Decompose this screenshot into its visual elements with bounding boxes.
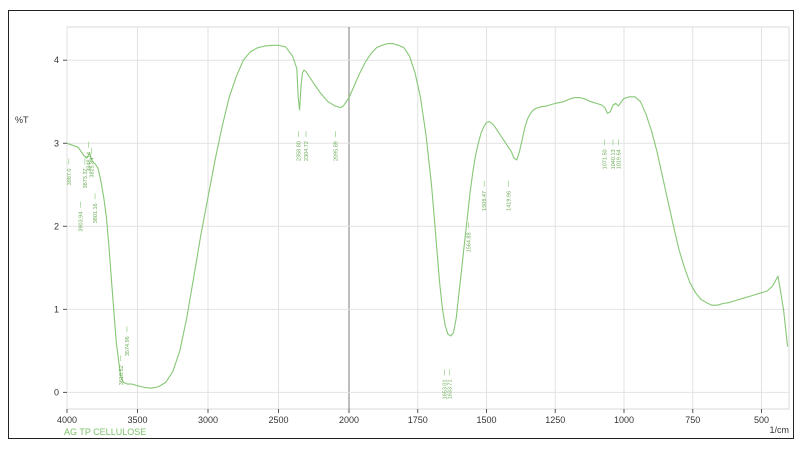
x-tick-label: 4000: [57, 415, 77, 425]
peak-label: 1040.13: [611, 149, 617, 169]
x-axis-unit: 1/cm: [769, 425, 789, 435]
y-tick-label: 0: [54, 387, 59, 397]
y-tick-label: 1: [54, 304, 59, 314]
tick-labels: 4000 3500 3000 2500 2000 1750 1500 1250 1000 750 5…: [54, 55, 769, 425]
spectrum-line: [66, 43, 789, 389]
peak-label: 2358.80: [296, 141, 302, 161]
series: [66, 43, 789, 389]
axes: %T 1/cm AG TP CELLULOSE: [15, 115, 789, 437]
peak-label: 1653.01: [442, 379, 448, 399]
y-axis-label: %T: [15, 115, 29, 125]
peak-label: 3825.84: [90, 158, 96, 178]
peak-label: 3987.0: [67, 169, 73, 186]
x-tick-label: 1250: [545, 415, 565, 425]
peak-label: 1564.88: [467, 232, 473, 252]
peak-label: 3801.16: [93, 203, 99, 223]
peak-label: 1633.71: [448, 379, 454, 399]
ftir-spectrum-chart: %T 1/cm AG TP CELLULOSE 4000 3500 3000 2500…: [15, 26, 790, 437]
y-tick-label: 2: [54, 221, 59, 231]
plot-area-border: [66, 26, 790, 410]
peak-label: 1071.50: [602, 149, 608, 169]
x-tick-label: 750: [685, 415, 700, 425]
grid: [63, 26, 790, 413]
chart-frame: %T 1/cm AG TP CELLULOSE 4000 3500 3000 2500…: [8, 10, 794, 439]
y-tick-label: 3: [54, 138, 59, 148]
x-tick-label: 2000: [339, 415, 359, 425]
x-tick-label: 1750: [408, 415, 428, 425]
x-tick-label: 1500: [476, 415, 496, 425]
peak-label: 3873.37: [83, 169, 89, 189]
peak-label: 1019.64: [617, 149, 623, 169]
peak-label: 3848.14: [86, 152, 92, 172]
sample-name: AG TP CELLULOSE: [64, 427, 146, 437]
x-tick-label: 500: [754, 415, 769, 425]
peak-label: 3618.52: [119, 365, 125, 385]
peak-label: 3903.94: [79, 212, 85, 232]
peak-label: 2304.72: [304, 141, 310, 161]
peak-label: 1508.47: [482, 191, 488, 211]
peak-label: 3574.96: [125, 336, 131, 356]
x-tick-label: 3000: [198, 415, 218, 425]
peak-label: 2095.89: [333, 141, 339, 161]
x-tick-label: 2500: [268, 415, 288, 425]
x-tick-label: 1000: [614, 415, 634, 425]
x-tick-label: 3500: [127, 415, 147, 425]
y-tick-label: 4: [54, 55, 59, 65]
peak-label: 1419.96: [507, 191, 513, 211]
